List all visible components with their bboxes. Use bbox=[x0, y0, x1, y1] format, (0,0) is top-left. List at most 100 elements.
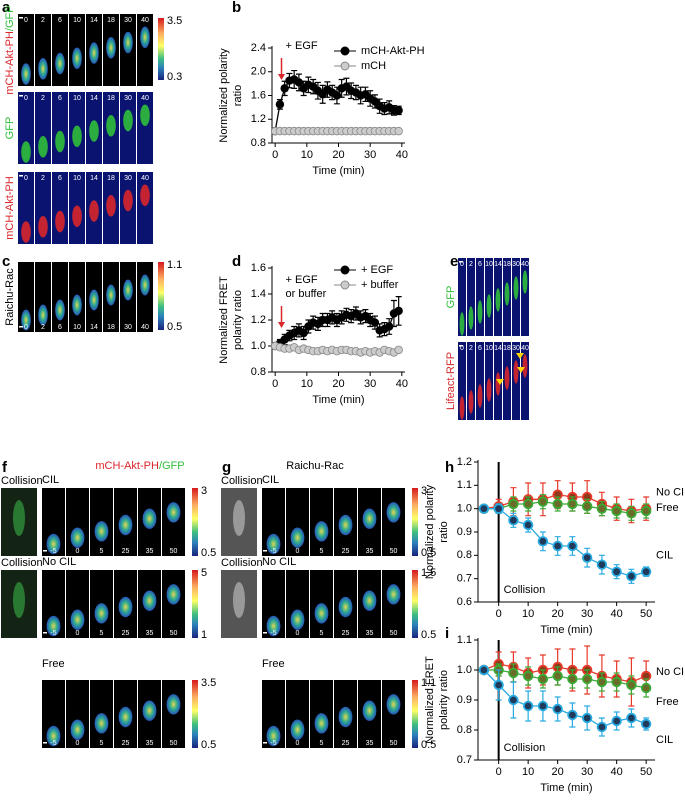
frame-label: -5 bbox=[50, 548, 56, 555]
data-point bbox=[567, 709, 578, 721]
frame-label: 5 bbox=[100, 630, 104, 637]
y-tick-label: 0.8 bbox=[251, 137, 266, 149]
data-point bbox=[611, 566, 622, 577]
x-tick-label: 20 bbox=[552, 766, 564, 778]
cell bbox=[46, 615, 61, 637]
data-point bbox=[640, 505, 652, 517]
scale-bar bbox=[43, 632, 47, 634]
y-tick-label: 0.9 bbox=[457, 694, 472, 706]
cell bbox=[38, 215, 48, 238]
cell bbox=[290, 609, 305, 630]
data-point bbox=[611, 505, 622, 517]
panel-letter: f bbox=[2, 459, 8, 476]
cell bbox=[89, 289, 99, 311]
cell bbox=[13, 500, 25, 536]
data-point bbox=[626, 508, 637, 519]
x-tick-label: 40 bbox=[611, 766, 623, 778]
cell bbox=[362, 508, 377, 529]
cell bbox=[94, 713, 109, 734]
legend-label: mCH-Akt-PH bbox=[361, 45, 425, 57]
cell bbox=[362, 700, 377, 721]
collision-label: Collision bbox=[1, 475, 43, 487]
row-label-part: GFP bbox=[4, 117, 16, 140]
data-point bbox=[567, 540, 578, 552]
cell bbox=[38, 135, 48, 158]
scale-bar bbox=[263, 632, 267, 634]
cell bbox=[123, 279, 133, 301]
cell bbox=[123, 189, 133, 212]
panel-letter: h bbox=[445, 459, 454, 476]
frame-label: 35 bbox=[146, 740, 154, 747]
frame-label: 50 bbox=[390, 630, 398, 637]
x-tick-label: 20 bbox=[332, 149, 344, 161]
cell bbox=[89, 120, 99, 142]
colorbar-label: 0.5 bbox=[421, 547, 436, 559]
image-frame bbox=[52, 92, 68, 164]
y-axis-title: ratio bbox=[438, 521, 450, 542]
colorbar bbox=[158, 18, 164, 80]
y-tick-label: 2.4 bbox=[251, 42, 266, 54]
data-point bbox=[640, 718, 652, 730]
cell bbox=[106, 114, 116, 137]
arrowhead bbox=[496, 379, 504, 385]
cell bbox=[140, 26, 150, 49]
colorbar-label: 1.1 bbox=[421, 677, 436, 689]
frame-label: 18 bbox=[503, 345, 511, 352]
series-line bbox=[483, 508, 647, 578]
cell bbox=[55, 52, 65, 75]
cell bbox=[70, 609, 85, 630]
cell bbox=[72, 205, 82, 228]
frame-label: 35 bbox=[366, 630, 374, 637]
cell bbox=[362, 590, 377, 611]
legend-marker bbox=[340, 265, 350, 275]
x-tick-label: 30 bbox=[364, 149, 376, 161]
image-frame bbox=[137, 14, 153, 86]
y-tick-label: 0.8 bbox=[251, 366, 266, 378]
collision-label: Collision bbox=[221, 557, 263, 569]
frame-label: 10 bbox=[73, 175, 81, 182]
y-tick-label: 0.7 bbox=[457, 573, 472, 585]
frame-label: 14 bbox=[90, 324, 98, 331]
colorbar-label: 3.5 bbox=[167, 15, 182, 27]
colorbar-label: 3.5 bbox=[201, 677, 216, 689]
x-tick-label: 20 bbox=[552, 608, 564, 620]
arrowhead bbox=[516, 353, 524, 359]
cell bbox=[477, 300, 483, 324]
frame-label: 0 bbox=[24, 175, 28, 182]
cell bbox=[166, 502, 181, 523]
frame-label: 0 bbox=[296, 630, 300, 637]
data-point bbox=[370, 318, 380, 327]
frame-label: 25 bbox=[122, 740, 130, 747]
frame-label: 0 bbox=[24, 95, 28, 102]
annotation: Collision bbox=[504, 584, 546, 596]
cell bbox=[468, 390, 474, 414]
colorbar-label: 1.1 bbox=[167, 259, 182, 271]
frame-label: 14 bbox=[494, 345, 502, 352]
y-axis-title: Normalized polarity bbox=[218, 48, 230, 143]
frame-label: 30 bbox=[512, 345, 520, 352]
data-point bbox=[537, 496, 549, 507]
frame-label: 6 bbox=[58, 95, 62, 102]
frame-label: 30 bbox=[124, 324, 132, 331]
frame-label: 35 bbox=[366, 548, 374, 555]
cell bbox=[166, 694, 181, 715]
data-point bbox=[508, 515, 519, 526]
x-tick-label: 0 bbox=[496, 766, 502, 778]
cell bbox=[338, 596, 353, 618]
y-tick-label: 0.6 bbox=[457, 596, 472, 608]
cell bbox=[486, 378, 492, 402]
cell bbox=[504, 366, 510, 390]
image-frame bbox=[137, 92, 153, 164]
y-tick-label: 1.6 bbox=[251, 89, 266, 101]
scale-bar bbox=[19, 17, 23, 19]
row-label: No CIL bbox=[42, 556, 76, 568]
scale-bar bbox=[19, 326, 23, 328]
frame-label: 0 bbox=[24, 17, 28, 24]
data-point bbox=[508, 498, 519, 510]
legend-label: Free bbox=[656, 696, 679, 708]
cell bbox=[123, 31, 133, 54]
y-axis-title: Normalized FRET bbox=[424, 656, 436, 744]
image-frame bbox=[52, 172, 68, 244]
cell bbox=[142, 700, 157, 721]
frame-label: -5 bbox=[50, 630, 56, 637]
